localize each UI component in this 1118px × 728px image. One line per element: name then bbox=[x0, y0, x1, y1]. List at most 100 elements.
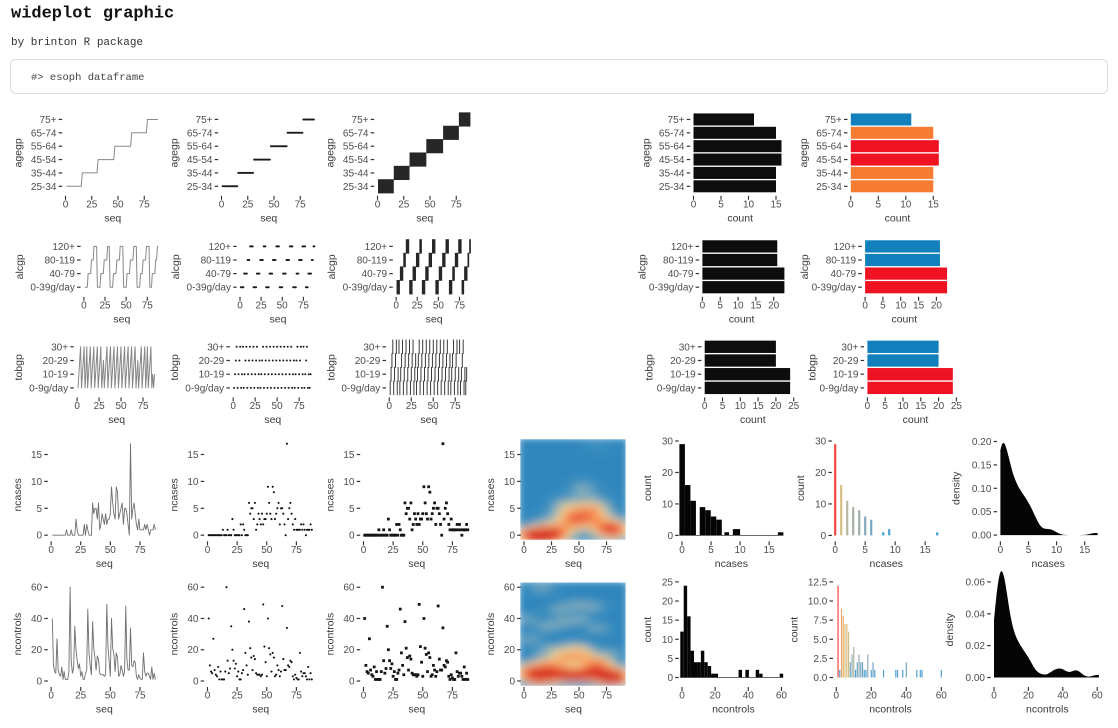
svg-text:count: count bbox=[740, 414, 766, 426]
svg-text:10: 10 bbox=[504, 477, 516, 488]
svg-text:ncases: ncases bbox=[485, 478, 497, 511]
svg-text:25: 25 bbox=[75, 545, 87, 556]
svg-text:15: 15 bbox=[753, 401, 765, 412]
svg-text:0: 0 bbox=[205, 545, 211, 556]
svg-text:0: 0 bbox=[393, 300, 399, 311]
svg-text:60: 60 bbox=[187, 583, 199, 594]
svg-text:120+: 120+ bbox=[834, 242, 857, 253]
svg-text:25: 25 bbox=[951, 401, 963, 412]
svg-text:20-29: 20-29 bbox=[355, 356, 381, 367]
svg-text:75+: 75+ bbox=[825, 115, 842, 126]
svg-text:75: 75 bbox=[294, 401, 306, 412]
svg-text:20: 20 bbox=[815, 468, 827, 479]
svg-text:15: 15 bbox=[920, 545, 932, 556]
svg-text:55-64: 55-64 bbox=[187, 142, 213, 153]
svg-text:0: 0 bbox=[667, 673, 673, 684]
svg-text:15: 15 bbox=[928, 199, 940, 210]
svg-text:65-74: 65-74 bbox=[659, 128, 685, 139]
svg-text:25: 25 bbox=[86, 199, 98, 210]
svg-text:65-74: 65-74 bbox=[343, 128, 369, 139]
svg-text:75: 75 bbox=[291, 545, 303, 556]
svg-text:seq: seq bbox=[264, 414, 281, 426]
svg-text:80-119: 80-119 bbox=[44, 256, 75, 267]
svg-text:35-44: 35-44 bbox=[31, 168, 57, 179]
svg-text:10: 10 bbox=[732, 300, 744, 311]
svg-text:0: 0 bbox=[821, 531, 827, 542]
svg-text:50: 50 bbox=[277, 300, 289, 311]
svg-text:5: 5 bbox=[718, 199, 724, 210]
svg-text:seq: seq bbox=[426, 313, 443, 325]
svg-text:30: 30 bbox=[815, 437, 827, 448]
svg-text:0: 0 bbox=[521, 691, 527, 702]
svg-text:15: 15 bbox=[915, 401, 927, 412]
svg-text:20: 20 bbox=[504, 645, 516, 656]
svg-text:seq: seq bbox=[252, 704, 269, 716]
svg-text:0.04: 0.04 bbox=[966, 609, 986, 620]
svg-text:seq: seq bbox=[565, 558, 582, 570]
svg-text:alcgp: alcgp bbox=[170, 254, 182, 279]
svg-text:50: 50 bbox=[424, 199, 436, 210]
svg-text:25: 25 bbox=[788, 401, 800, 412]
svg-text:40: 40 bbox=[1057, 691, 1069, 702]
svg-text:25: 25 bbox=[94, 401, 106, 412]
svg-text:120+: 120+ bbox=[671, 242, 694, 253]
svg-text:75: 75 bbox=[291, 691, 303, 702]
svg-text:55-64: 55-64 bbox=[659, 142, 685, 153]
svg-text:75: 75 bbox=[450, 401, 462, 412]
svg-text:20: 20 bbox=[768, 300, 780, 311]
svg-text:15: 15 bbox=[764, 545, 776, 556]
svg-text:30+: 30+ bbox=[207, 342, 224, 353]
svg-text:10: 10 bbox=[735, 401, 747, 412]
svg-text:seq: seq bbox=[96, 558, 113, 570]
svg-text:40-79: 40-79 bbox=[205, 269, 231, 280]
svg-text:60: 60 bbox=[1092, 691, 1104, 702]
svg-text:50: 50 bbox=[261, 691, 273, 702]
svg-text:25-34: 25-34 bbox=[187, 182, 213, 193]
svg-text:25: 25 bbox=[256, 300, 268, 311]
svg-text:55-64: 55-64 bbox=[31, 142, 57, 153]
svg-text:0: 0 bbox=[48, 545, 54, 556]
svg-text:by brinton R package: by brinton R package bbox=[11, 37, 143, 49]
svg-text:0: 0 bbox=[193, 531, 199, 542]
svg-text:75: 75 bbox=[137, 401, 149, 412]
svg-text:10: 10 bbox=[662, 499, 674, 510]
svg-text:75+: 75+ bbox=[196, 115, 213, 126]
svg-text:0: 0 bbox=[667, 531, 673, 542]
svg-text:10-19: 10-19 bbox=[670, 370, 696, 381]
svg-text:75: 75 bbox=[601, 691, 613, 702]
svg-text:ncases: ncases bbox=[12, 478, 24, 511]
svg-text:0: 0 bbox=[361, 691, 367, 702]
svg-text:0: 0 bbox=[998, 545, 1004, 556]
svg-text:25: 25 bbox=[546, 545, 558, 556]
svg-text:ncontrols: ncontrols bbox=[12, 613, 24, 656]
svg-text:60: 60 bbox=[343, 583, 355, 594]
svg-text:45-54: 45-54 bbox=[31, 155, 57, 166]
svg-text:40-79: 40-79 bbox=[49, 269, 75, 280]
svg-text:75: 75 bbox=[454, 300, 466, 311]
svg-text:5: 5 bbox=[37, 504, 43, 515]
svg-text:2.5: 2.5 bbox=[813, 654, 827, 665]
svg-text:seq: seq bbox=[260, 212, 277, 224]
svg-text:0-39g/day: 0-39g/day bbox=[649, 283, 693, 294]
svg-text:20: 20 bbox=[31, 645, 43, 656]
svg-text:25-34: 25-34 bbox=[816, 182, 842, 193]
svg-text:0-39g/day: 0-39g/day bbox=[187, 283, 231, 294]
svg-text:0: 0 bbox=[679, 691, 685, 702]
svg-text:0: 0 bbox=[63, 199, 69, 210]
svg-text:0: 0 bbox=[349, 531, 355, 542]
svg-text:45-54: 45-54 bbox=[343, 155, 369, 166]
svg-text:12.5: 12.5 bbox=[808, 577, 828, 588]
svg-text:75: 75 bbox=[295, 199, 307, 210]
svg-text:35-44: 35-44 bbox=[343, 168, 369, 179]
svg-text:30+: 30+ bbox=[363, 342, 380, 353]
svg-text:5: 5 bbox=[708, 545, 714, 556]
svg-text:0: 0 bbox=[193, 677, 199, 688]
svg-text:0: 0 bbox=[509, 531, 515, 542]
svg-text:15: 15 bbox=[343, 450, 355, 461]
svg-text:65-74: 65-74 bbox=[816, 128, 842, 139]
svg-text:0: 0 bbox=[237, 300, 243, 311]
svg-text:25: 25 bbox=[388, 691, 400, 702]
svg-text:seq: seq bbox=[565, 704, 582, 716]
svg-text:0: 0 bbox=[230, 401, 236, 412]
svg-text:20: 20 bbox=[770, 401, 782, 412]
